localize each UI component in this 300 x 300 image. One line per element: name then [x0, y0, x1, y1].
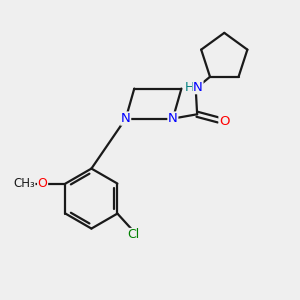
Text: N: N	[121, 112, 130, 125]
Text: O: O	[219, 115, 230, 128]
Text: O: O	[38, 177, 47, 190]
Text: H: H	[185, 81, 194, 94]
Text: CH₃: CH₃	[13, 177, 35, 190]
Text: N: N	[168, 112, 178, 125]
Text: N: N	[193, 81, 203, 94]
Text: Cl: Cl	[128, 229, 140, 242]
